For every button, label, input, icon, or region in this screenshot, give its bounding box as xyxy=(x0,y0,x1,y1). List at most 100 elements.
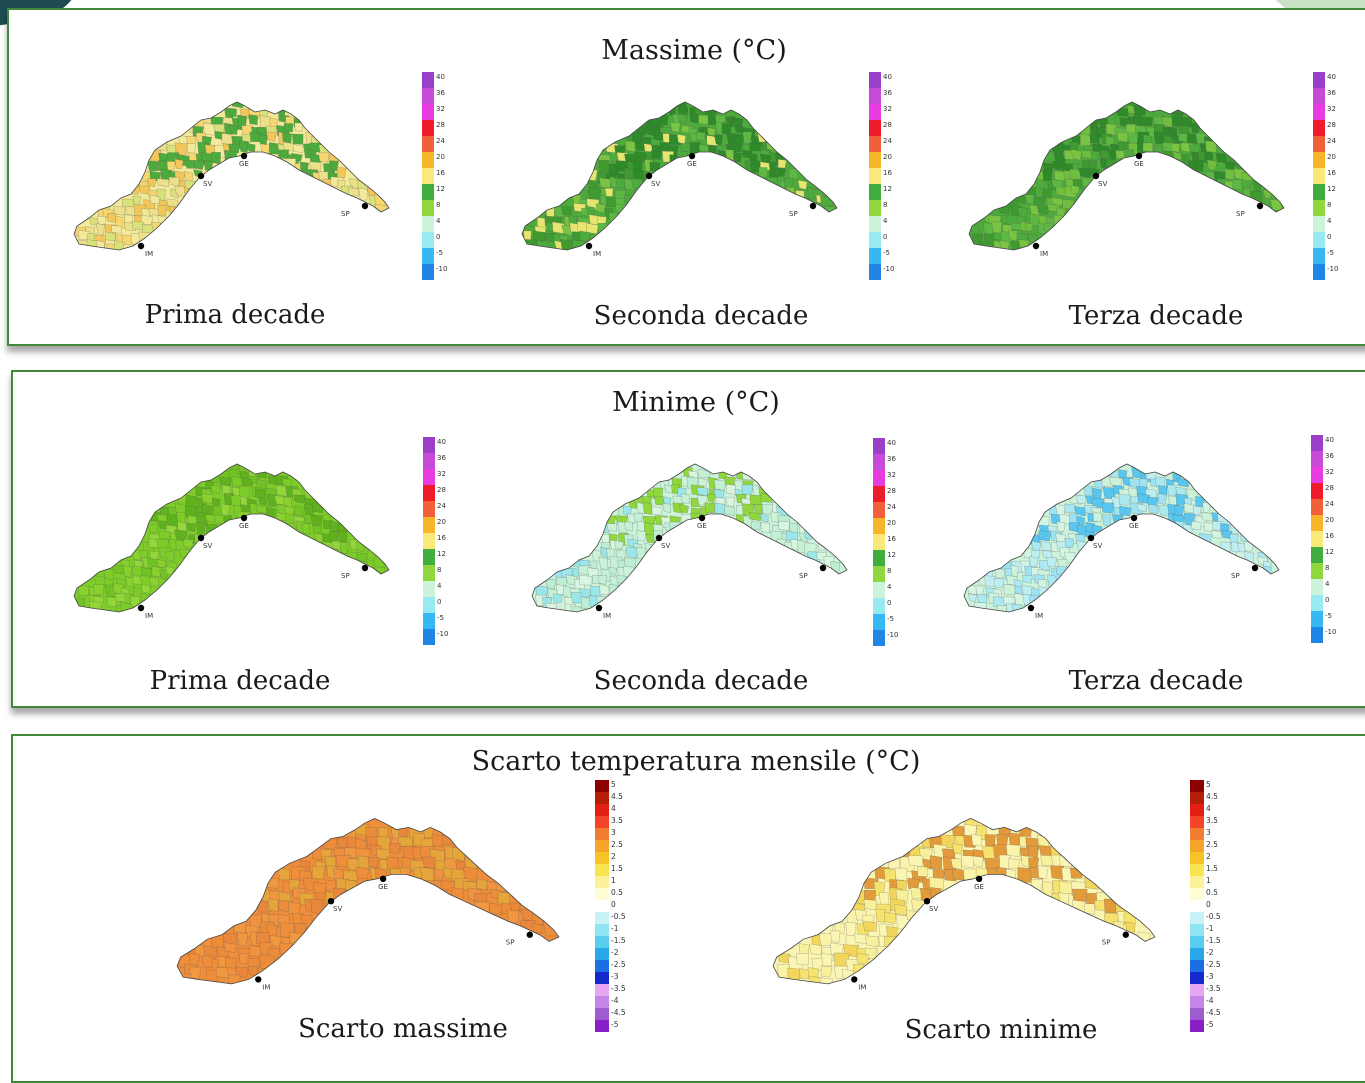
municipality-cell xyxy=(1124,921,1136,933)
municipality-cell xyxy=(608,583,618,597)
legend-tick-label: 28 xyxy=(1327,121,1336,129)
legend-row: -5 xyxy=(422,248,452,264)
legend-tick-label: 28 xyxy=(1325,484,1334,492)
municipality-cell xyxy=(88,601,102,612)
municipality-cell xyxy=(451,887,464,903)
city-marker-sv xyxy=(923,897,931,905)
city-label-sv: SV xyxy=(1098,180,1107,188)
city-label-sv: SV xyxy=(203,180,212,188)
legend-swatch xyxy=(1190,984,1204,996)
legend-swatch xyxy=(1313,264,1325,280)
municipality-cell xyxy=(240,477,254,487)
municipality-cell xyxy=(864,935,879,948)
region-outline xyxy=(73,463,390,613)
municipality-cell xyxy=(1056,521,1066,532)
legend-row: -5 xyxy=(423,613,453,629)
legend-swatch xyxy=(873,486,885,502)
legend-row: 20 xyxy=(1311,515,1341,531)
municipality-cell xyxy=(249,914,263,928)
city-label-im: IM xyxy=(262,983,270,991)
municipality-cell xyxy=(1123,149,1135,162)
legend-row: 36 xyxy=(423,453,453,469)
legend-tick-label: 3.5 xyxy=(611,816,623,825)
municipality-cell xyxy=(1007,858,1021,869)
legend-swatch xyxy=(1190,876,1204,888)
municipality-cell xyxy=(151,222,161,232)
municipality-cell xyxy=(211,932,225,948)
legend-min-prima: 40 36 32 28 24 20 16 12 8 4 0 -5 -10 xyxy=(423,437,453,645)
municipality-cell xyxy=(282,132,292,144)
legend-row: 32 xyxy=(422,104,452,120)
municipality-cell xyxy=(333,887,346,902)
map-max-prima-decade: GE SV IM SP xyxy=(73,101,390,258)
legend-swatch xyxy=(423,581,435,597)
municipality-cell xyxy=(608,566,618,576)
municipality-cell xyxy=(96,223,105,236)
municipality-cell xyxy=(777,521,790,532)
municipality-cell xyxy=(533,230,546,242)
municipality-cell xyxy=(489,903,503,915)
legend-swatch xyxy=(422,120,434,136)
municipality-cell xyxy=(249,945,262,957)
legend-swatch xyxy=(595,792,609,804)
municipality-cell xyxy=(614,540,625,550)
legend-tick-label: 5 xyxy=(1206,780,1211,789)
legend-tick-label: -5 xyxy=(1327,249,1334,257)
legend-tick-label: 28 xyxy=(436,121,445,129)
legend-swatch xyxy=(595,984,609,996)
legend-swatch xyxy=(873,502,885,518)
municipality-cell xyxy=(905,909,917,922)
legend-swatch xyxy=(1311,515,1323,531)
legend-row: 5 xyxy=(1190,780,1220,792)
legend-row: 0 xyxy=(423,597,453,613)
legend-tick-label: 5 xyxy=(611,780,616,789)
legend-tick-label: 32 xyxy=(1327,105,1336,113)
municipality-cell xyxy=(1014,593,1025,607)
municipality-cell xyxy=(398,836,414,847)
city-marker-ge xyxy=(240,152,248,160)
legend-row: -3 xyxy=(595,972,625,984)
legend-tick-label: 0 xyxy=(1206,900,1211,909)
municipality-cell xyxy=(688,132,698,143)
municipality-cell xyxy=(156,178,170,187)
legend-row: 4 xyxy=(873,582,903,598)
municipality-cell xyxy=(649,161,661,172)
municipality-cell xyxy=(113,240,125,250)
legend-tick-label: 4 xyxy=(883,217,888,225)
municipality-cell xyxy=(689,113,700,124)
municipality-cell xyxy=(1037,865,1049,879)
legend-row: 28 xyxy=(423,485,453,501)
region-outline xyxy=(176,818,560,985)
legend-tick-label: 1.5 xyxy=(611,864,623,873)
legend-tick-label: 16 xyxy=(883,169,892,177)
legend-tick-label: 16 xyxy=(437,534,446,542)
municipality-cell xyxy=(147,160,159,171)
city-label-ge: GE xyxy=(687,160,697,168)
municipality-cell xyxy=(348,187,360,197)
legend-tick-label: 36 xyxy=(437,454,446,462)
legend-row: 4 xyxy=(422,216,452,232)
municipality-cell xyxy=(749,494,763,505)
municipality-cell xyxy=(179,549,190,559)
legend-tick-label: -3.5 xyxy=(611,984,626,993)
legend-row: 2 xyxy=(595,852,625,864)
legend-tick-label: -5 xyxy=(1325,612,1332,620)
legend-tick-label: 4 xyxy=(1325,580,1330,588)
legend-row: -1.5 xyxy=(1190,936,1221,948)
municipality-cell xyxy=(1084,903,1095,915)
legend-row: -5 xyxy=(869,248,899,264)
legend-tick-label: -2 xyxy=(611,948,619,957)
legend-swatch xyxy=(595,912,609,924)
legend-row: 2 xyxy=(1190,852,1220,864)
legend-row: 0 xyxy=(1190,900,1220,912)
municipality-cell xyxy=(148,577,159,588)
municipality-cell xyxy=(131,221,145,231)
municipality-cell xyxy=(825,206,837,218)
municipality-cell xyxy=(228,108,237,118)
legend-row: 1 xyxy=(1190,876,1220,888)
legend-tick-label: -3.5 xyxy=(1206,984,1221,993)
municipality-cell xyxy=(277,867,291,881)
legend-row: 12 xyxy=(423,549,453,565)
legend-tick-label: -5 xyxy=(436,249,443,257)
municipality-cell xyxy=(631,178,643,190)
